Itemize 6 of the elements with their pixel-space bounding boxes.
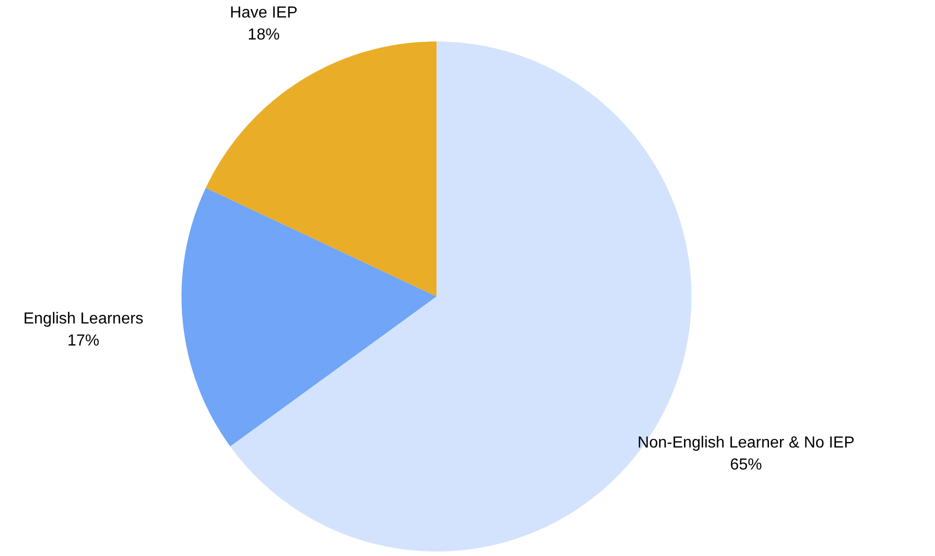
slice-label: Have IEP [230, 4, 298, 22]
data-label: 65% [730, 456, 762, 474]
slice-label: English Learners [23, 310, 144, 328]
data-label: 17% [67, 332, 100, 350]
slice-label: Non-English Learner & No IEP [638, 434, 855, 452]
data-label: 18% [248, 26, 280, 44]
